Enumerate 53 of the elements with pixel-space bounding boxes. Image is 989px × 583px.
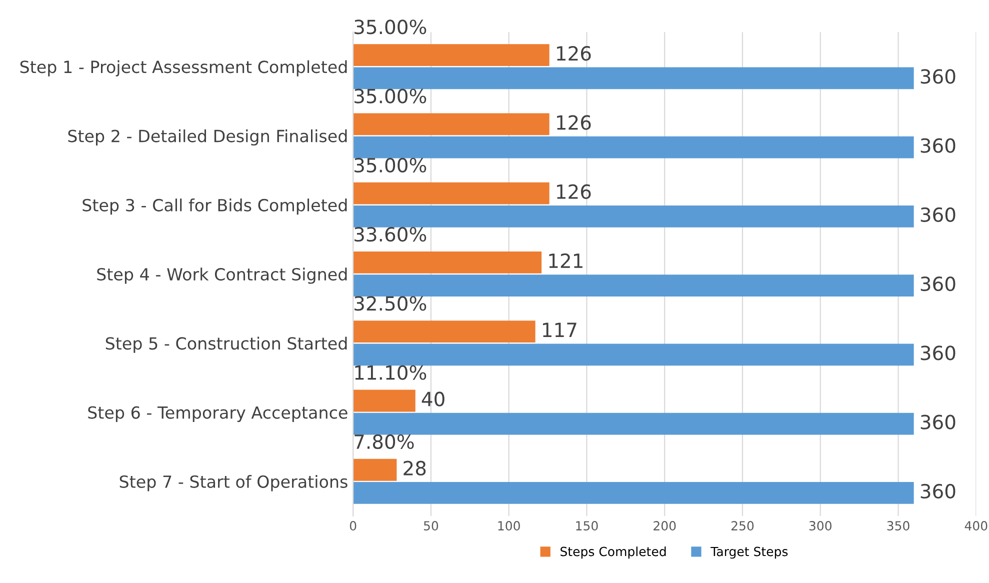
y-tick-label: Step 5 - Construction Started xyxy=(106,336,347,353)
data-label: 360 xyxy=(920,414,956,430)
x-tick-label: 400 xyxy=(964,521,988,530)
annotation: 11.10% xyxy=(355,365,426,380)
data-label: 121 xyxy=(549,253,582,268)
bar xyxy=(353,136,914,158)
annotation: 33.60% xyxy=(354,226,426,242)
data-label: 126 xyxy=(557,46,591,61)
bar xyxy=(353,113,550,136)
data-label: 28 xyxy=(404,460,426,476)
annotation: 35.00% xyxy=(354,20,426,34)
annotation: 7.80% xyxy=(354,434,414,450)
annotation: 35.00% xyxy=(354,88,426,104)
legend-label: Steps Completed xyxy=(560,546,666,559)
annotation: 32.50% xyxy=(354,296,426,311)
bar xyxy=(353,344,914,366)
x-tick-label: 50 xyxy=(424,521,438,530)
data-label: 117 xyxy=(543,322,576,337)
y-tick-label: Step 6 - Temporary Acceptance xyxy=(88,406,348,422)
bar xyxy=(353,67,914,90)
bar xyxy=(353,205,914,228)
y-tick-label: Step 2 - Detailed Design Finalised xyxy=(68,129,347,146)
legend-label: Target Steps xyxy=(710,546,788,559)
data-label: 360 xyxy=(920,346,956,360)
data-label: 360 xyxy=(920,69,956,84)
data-label: 360 xyxy=(920,138,956,153)
y-tick-label: Step 4 - Work Contract Signed xyxy=(97,268,347,284)
bar xyxy=(353,182,550,204)
bar xyxy=(353,44,550,66)
x-tick-label: 100 xyxy=(498,521,520,530)
x-tick-label: 300 xyxy=(809,521,832,530)
y-tick-label: Step 3 - Call for Bids Completed xyxy=(82,198,347,215)
bar xyxy=(353,252,542,274)
x-tick-label: 350 xyxy=(887,521,910,530)
data-label: 360 xyxy=(920,207,956,222)
x-tick-label: 0 xyxy=(350,521,356,530)
bar xyxy=(353,390,416,412)
bar xyxy=(353,274,914,296)
x-tick-label: 250 xyxy=(731,521,754,530)
data-label: 40 xyxy=(422,392,444,406)
y-tick-label: Step 1 - Project Assessment Completed xyxy=(20,60,347,76)
bar xyxy=(353,412,914,435)
data-label: 126 xyxy=(557,184,591,200)
bar xyxy=(353,482,914,504)
annotation: 35.00% xyxy=(354,158,426,173)
y-tick-label: Step 7 - Start of Operations xyxy=(120,475,348,492)
bar xyxy=(353,320,536,343)
x-tick-label: 200 xyxy=(654,521,676,530)
x-tick-label: 150 xyxy=(576,521,598,530)
data-label: 126 xyxy=(557,115,591,130)
bar xyxy=(353,458,397,481)
data-label: 360 xyxy=(920,276,956,292)
data-label: 360 xyxy=(920,484,956,499)
